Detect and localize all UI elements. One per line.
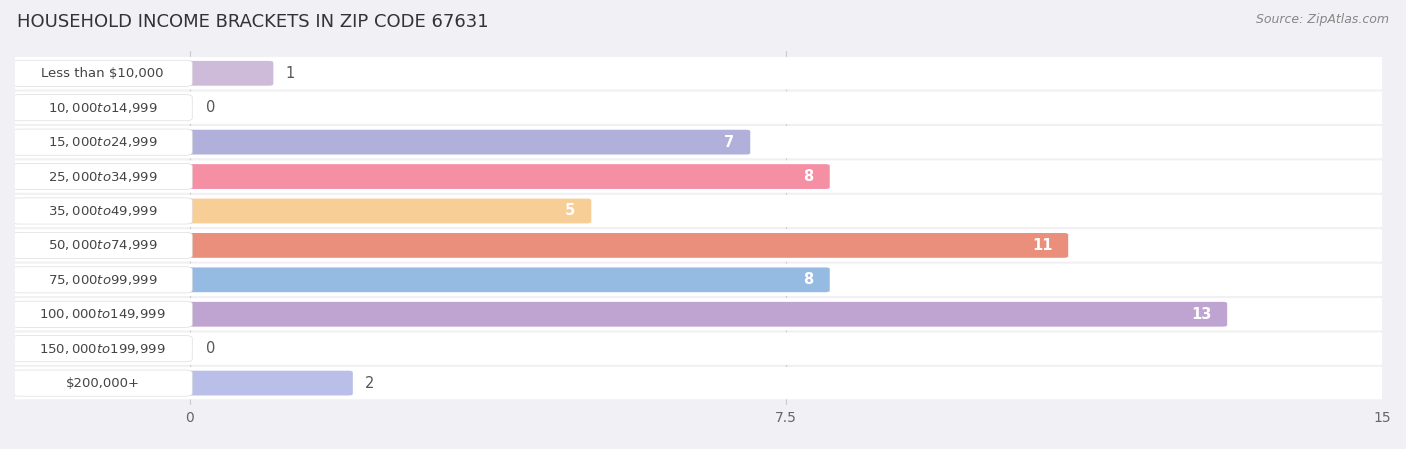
FancyBboxPatch shape (13, 301, 193, 327)
Text: 11: 11 (1032, 238, 1052, 253)
FancyBboxPatch shape (13, 95, 193, 121)
Text: HOUSEHOLD INCOME BRACKETS IN ZIP CODE 67631: HOUSEHOLD INCOME BRACKETS IN ZIP CODE 67… (17, 13, 488, 31)
FancyBboxPatch shape (13, 129, 193, 155)
FancyBboxPatch shape (186, 371, 353, 396)
FancyBboxPatch shape (186, 198, 592, 223)
Text: 0: 0 (205, 341, 215, 356)
FancyBboxPatch shape (6, 229, 1392, 262)
Text: Less than $10,000: Less than $10,000 (41, 67, 163, 80)
FancyBboxPatch shape (13, 232, 193, 259)
FancyBboxPatch shape (13, 370, 193, 396)
FancyBboxPatch shape (6, 367, 1392, 399)
Text: $75,000 to $99,999: $75,000 to $99,999 (48, 273, 157, 287)
FancyBboxPatch shape (186, 164, 830, 189)
Text: 0: 0 (205, 100, 215, 115)
FancyBboxPatch shape (186, 61, 273, 86)
FancyBboxPatch shape (186, 130, 751, 154)
Text: 1: 1 (285, 66, 294, 81)
Text: 8: 8 (804, 169, 814, 184)
FancyBboxPatch shape (6, 92, 1392, 124)
FancyBboxPatch shape (13, 60, 193, 86)
Text: $200,000+: $200,000+ (66, 377, 139, 390)
FancyBboxPatch shape (6, 57, 1392, 89)
FancyBboxPatch shape (6, 298, 1392, 330)
FancyBboxPatch shape (186, 302, 1227, 326)
Text: $50,000 to $74,999: $50,000 to $74,999 (48, 238, 157, 252)
Text: $35,000 to $49,999: $35,000 to $49,999 (48, 204, 157, 218)
Text: $25,000 to $34,999: $25,000 to $34,999 (48, 170, 157, 184)
FancyBboxPatch shape (13, 198, 193, 224)
Text: 8: 8 (804, 273, 814, 287)
Text: $15,000 to $24,999: $15,000 to $24,999 (48, 135, 157, 149)
Text: $10,000 to $14,999: $10,000 to $14,999 (48, 101, 157, 114)
FancyBboxPatch shape (6, 160, 1392, 193)
FancyBboxPatch shape (13, 335, 193, 362)
FancyBboxPatch shape (6, 333, 1392, 365)
Text: 7: 7 (724, 135, 734, 150)
FancyBboxPatch shape (186, 233, 1069, 258)
FancyBboxPatch shape (6, 264, 1392, 296)
Text: 13: 13 (1191, 307, 1212, 322)
FancyBboxPatch shape (6, 126, 1392, 158)
Text: 2: 2 (364, 376, 374, 391)
Text: $150,000 to $199,999: $150,000 to $199,999 (39, 342, 166, 356)
FancyBboxPatch shape (186, 268, 830, 292)
Text: $100,000 to $149,999: $100,000 to $149,999 (39, 307, 166, 321)
FancyBboxPatch shape (6, 195, 1392, 227)
Text: 5: 5 (565, 203, 575, 219)
FancyBboxPatch shape (13, 267, 193, 293)
FancyBboxPatch shape (13, 163, 193, 189)
Text: Source: ZipAtlas.com: Source: ZipAtlas.com (1256, 13, 1389, 26)
